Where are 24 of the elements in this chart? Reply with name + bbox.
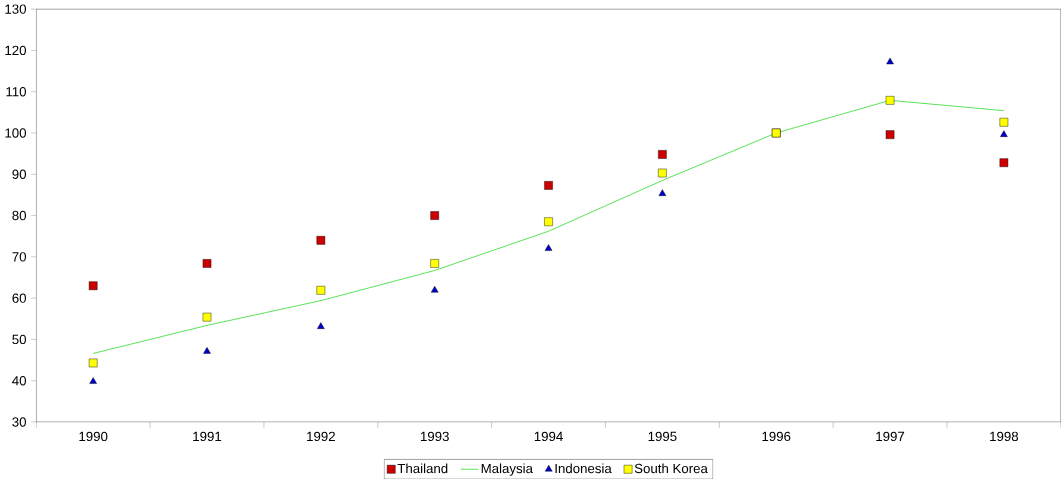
y-tick-label: 130 [5, 4, 27, 14]
y-tick-label: 60 [12, 293, 27, 303]
x-tick-label: 1990 [79, 431, 108, 441]
y-tick-label: 120 [5, 45, 27, 55]
y-tick-label: 90 [12, 169, 27, 179]
x-tick-label: 1998 [990, 431, 1019, 441]
legend-label: Thailand [397, 463, 448, 474]
x-tick-label: 1991 [193, 431, 222, 441]
y-tick-label: 70 [12, 251, 27, 262]
legend-label: Malaysia [481, 463, 533, 476]
legend-label: Indonesia [555, 463, 612, 474]
y-tick-label: 40 [12, 375, 27, 386]
x-tick-label: 1997 [876, 431, 905, 441]
x-tick-label: 1993 [420, 431, 449, 441]
x-tick-label: 1992 [307, 431, 335, 441]
y-tick-label: 110 [6, 86, 27, 97]
y-tick-label: 50 [12, 334, 27, 344]
y-tick-label: 80 [12, 210, 27, 221]
y-tick-label: 30 [12, 417, 27, 427]
x-tick-label: 1994 [534, 431, 563, 441]
x-tick-label: 1995 [648, 431, 677, 441]
y-tick-label: 100 [5, 128, 27, 138]
x-tick-label: 1996 [762, 431, 791, 441]
legend-label: South Korea [634, 463, 708, 474]
